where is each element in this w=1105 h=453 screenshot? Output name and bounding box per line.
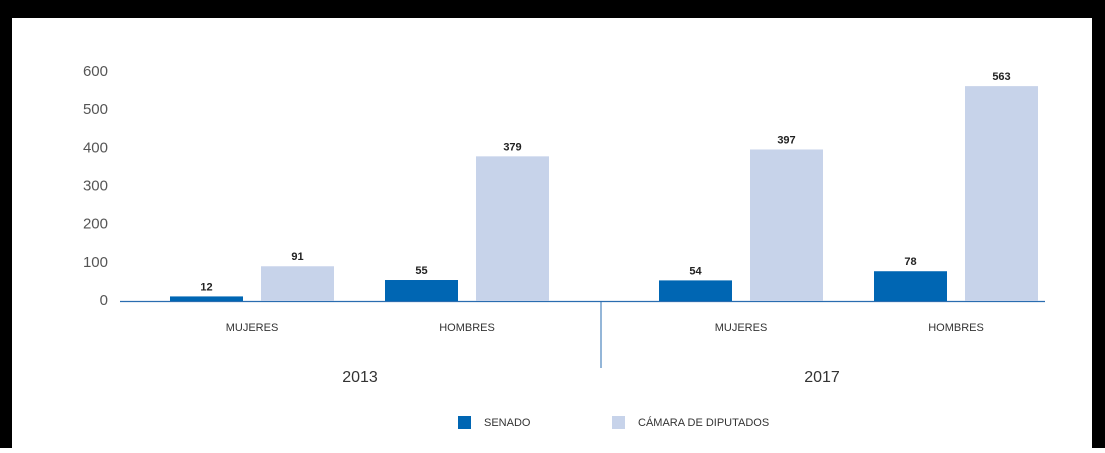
legend-label: CÁMARA DE DIPUTADOS	[638, 416, 769, 429]
bar	[750, 149, 823, 301]
value-label: 91	[291, 251, 303, 263]
frame-top	[0, 0, 1105, 18]
y-tick-label: 500	[83, 101, 108, 118]
y-tick-label: 200	[83, 216, 108, 233]
bar	[965, 86, 1038, 301]
value-label: 397	[777, 134, 795, 146]
x-tick-label: MUJERES	[715, 322, 768, 334]
bar	[659, 280, 732, 301]
group-label: 2013	[342, 369, 378, 386]
x-tick-label: MUJERES	[226, 322, 279, 334]
x-tick-label: HOMBRES	[439, 322, 495, 334]
bar	[476, 156, 549, 301]
legend-label: SENADO	[484, 417, 531, 429]
frame-left	[0, 0, 12, 448]
x-tick-label: HOMBRES	[928, 322, 984, 334]
y-tick-label: 0	[100, 292, 108, 309]
legend-swatch	[458, 416, 471, 429]
bar	[261, 266, 334, 301]
y-tick-label: 100	[83, 254, 108, 271]
frame-right	[1092, 0, 1105, 448]
y-tick-label: 300	[83, 177, 108, 194]
bar	[170, 296, 243, 301]
bar	[874, 271, 947, 301]
legend-swatch	[612, 416, 625, 429]
group-label: 2017	[804, 369, 840, 386]
value-label: 379	[503, 141, 521, 153]
value-label: 563	[992, 71, 1010, 83]
bar	[385, 280, 458, 301]
value-label: 54	[689, 265, 702, 277]
value-label: 55	[415, 265, 427, 277]
value-label: 12	[200, 281, 212, 293]
value-label: 78	[904, 256, 916, 268]
y-tick-label: 600	[83, 63, 108, 80]
y-tick-label: 400	[83, 139, 108, 156]
